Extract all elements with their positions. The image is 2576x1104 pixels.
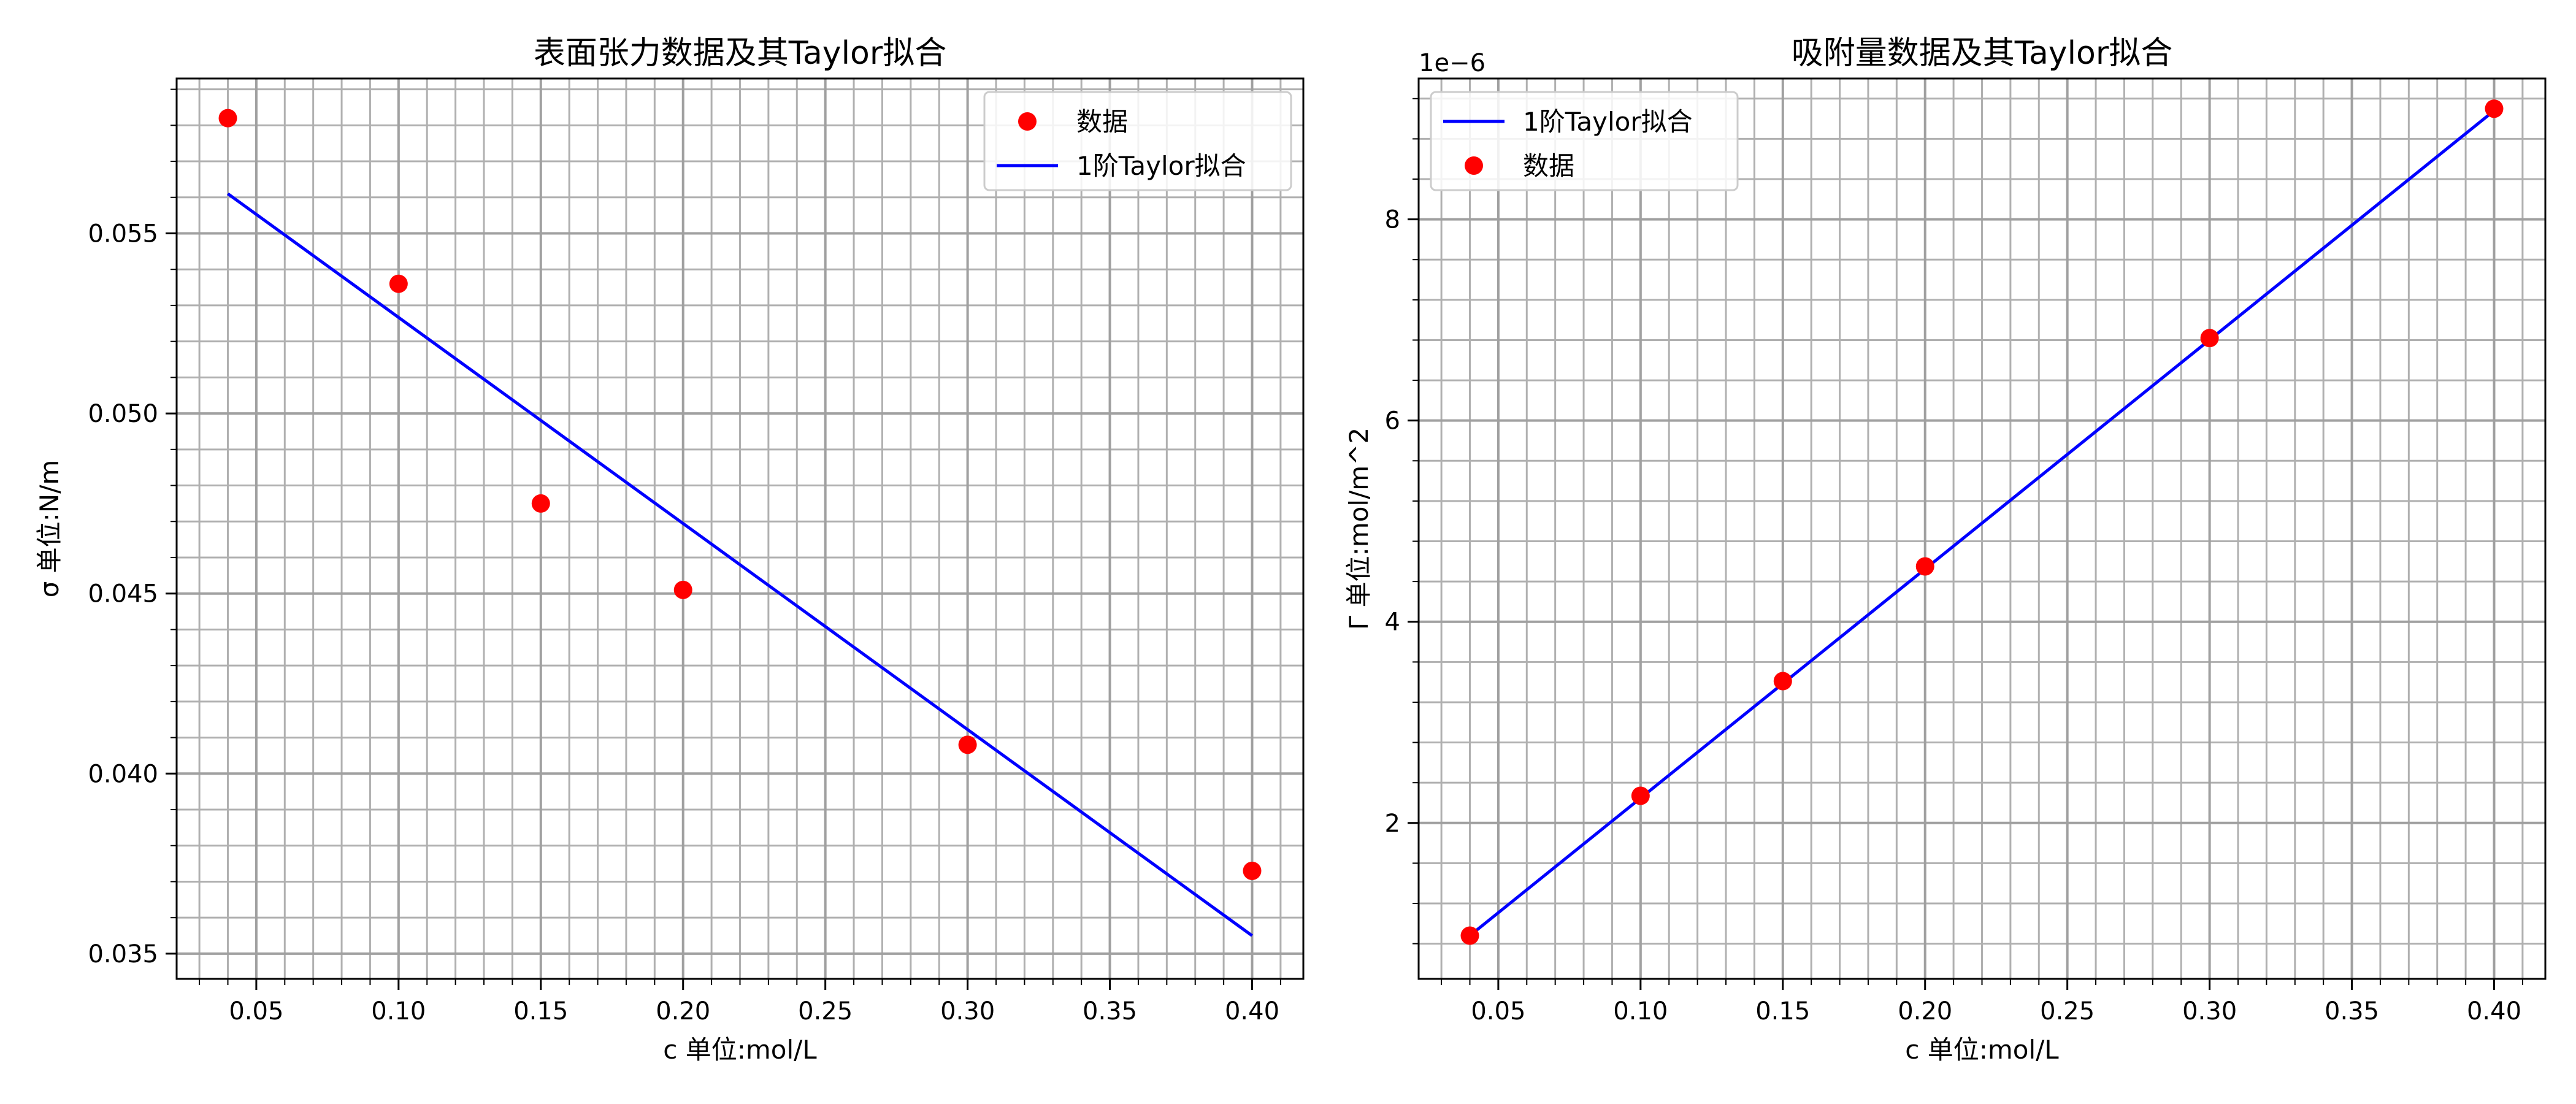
data-point: [2200, 329, 2219, 348]
x-axis-label: c 单位:mol/L: [663, 1035, 817, 1065]
y-offset-label: 1e−6: [1419, 49, 1485, 77]
x-axis-label: c 单位:mol/L: [1905, 1035, 2059, 1065]
fit-line: [227, 192, 1253, 937]
data-point: [673, 580, 692, 599]
y-tick-label: 0.035: [88, 940, 158, 968]
plot-frame: [1417, 77, 2547, 980]
x-tick-label: 0.25: [2040, 997, 2095, 1025]
surface-tension-chart: 表面张力数据及其Taylor拟合 0.05 0.10 0.15 0.20 0.25 0.3…: [34, 35, 1305, 1065]
data-point: [531, 494, 550, 513]
x-tick-label: 0.10: [371, 997, 426, 1025]
data-point: [1460, 926, 1479, 945]
data-point: [218, 109, 237, 128]
x-tick-label: 0.05: [1471, 997, 1525, 1025]
data-point: [1243, 861, 1262, 880]
chart-title: 表面张力数据及其Taylor拟合: [534, 35, 946, 72]
y-tick-label: 4: [1385, 608, 1400, 637]
legend: 数据 1阶Taylor拟合: [983, 91, 1292, 191]
plot-frame: [175, 77, 1305, 980]
legend-box: [983, 91, 1292, 191]
x-tick-label: 0.35: [2325, 997, 2379, 1025]
legend-box: [1430, 91, 1739, 191]
legend-label: 1阶Taylor拟合: [1076, 151, 1246, 181]
y-tick-label: 0.050: [88, 400, 158, 428]
data-point: [1915, 557, 1934, 576]
data-point: [1773, 672, 1792, 691]
grid: [1413, 79, 2545, 985]
legend-label: 1阶Taylor拟合: [1523, 107, 1693, 137]
data-point: [1631, 786, 1650, 805]
x-tick-label: 0.40: [2467, 997, 2521, 1025]
x-tick-label: 0.30: [940, 997, 995, 1025]
data-point: [2485, 99, 2504, 118]
x-tick-label: 0.10: [1613, 997, 1668, 1025]
x-tick-label: 0.20: [1898, 997, 1952, 1025]
adsorption-chart: 吸附量数据及其Taylor拟合 0.05 0.10 0.15 0.20 0.25 0.30…: [1344, 35, 2547, 1065]
x-tick-label: 0.25: [798, 997, 853, 1025]
legend-label: 数据: [1523, 151, 1574, 181]
x-tick-label: 0.40: [1225, 997, 1279, 1025]
y-tick-label: 8: [1385, 206, 1400, 234]
y-tick-label: 0.045: [88, 580, 158, 608]
y-axis-label: Γ 单位:mol/m^2: [1344, 427, 1374, 630]
y-tick-label: 2: [1385, 810, 1400, 838]
y-tick-label: 0.040: [88, 760, 158, 788]
chart-title: 吸附量数据及其Taylor拟合: [1792, 35, 2172, 72]
y-axis-label: σ 单位:N/m: [34, 460, 64, 598]
data-point: [958, 735, 977, 754]
x-tick-label: 0.15: [513, 997, 568, 1025]
x-tick-label: 0.05: [229, 997, 283, 1025]
legend-marker-swatch: [1465, 156, 1483, 175]
y-tick-label: 0.055: [88, 220, 158, 248]
legend-marker-swatch: [1018, 112, 1037, 131]
x-tick-label: 0.30: [2182, 997, 2237, 1025]
x-tick-label: 0.15: [1755, 997, 1810, 1025]
x-tick-label: 0.35: [1083, 997, 1137, 1025]
grid: [171, 79, 1303, 985]
x-tick-label: 0.20: [656, 997, 710, 1025]
data-point: [389, 274, 408, 293]
y-tick-label: 6: [1385, 407, 1400, 435]
legend-label: 数据: [1076, 107, 1128, 137]
